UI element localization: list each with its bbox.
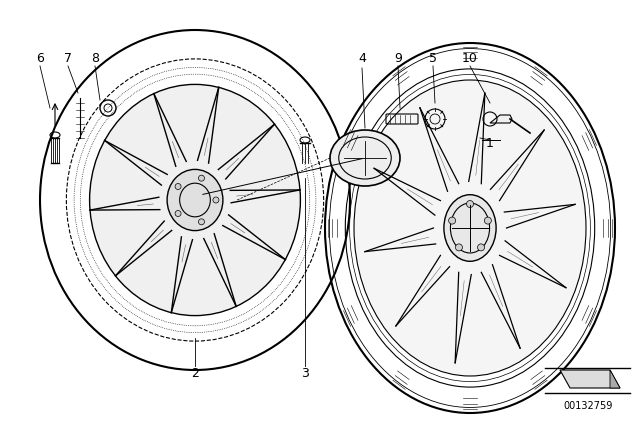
Circle shape (198, 219, 204, 225)
Text: 8: 8 (91, 52, 99, 65)
Text: 9: 9 (394, 52, 402, 65)
Text: 2: 2 (191, 366, 199, 379)
Text: 5: 5 (429, 52, 437, 65)
Circle shape (449, 217, 456, 224)
Circle shape (213, 197, 219, 203)
Circle shape (456, 244, 463, 251)
Ellipse shape (167, 169, 223, 231)
Polygon shape (560, 370, 620, 388)
Ellipse shape (90, 84, 300, 315)
Text: 7: 7 (64, 52, 72, 65)
Ellipse shape (330, 130, 400, 186)
Circle shape (467, 201, 474, 207)
Circle shape (175, 211, 181, 216)
Polygon shape (610, 370, 620, 388)
Circle shape (477, 244, 484, 251)
Circle shape (198, 175, 204, 181)
Polygon shape (490, 115, 512, 123)
Text: 4: 4 (358, 52, 366, 65)
Text: 10: 10 (462, 52, 478, 65)
Ellipse shape (444, 195, 496, 261)
Text: 3: 3 (301, 366, 309, 379)
Circle shape (175, 184, 181, 190)
Circle shape (484, 217, 492, 224)
Text: 00132759: 00132759 (563, 401, 612, 411)
Ellipse shape (354, 80, 586, 376)
Text: 6: 6 (36, 52, 44, 65)
Text: 1: 1 (486, 137, 494, 150)
